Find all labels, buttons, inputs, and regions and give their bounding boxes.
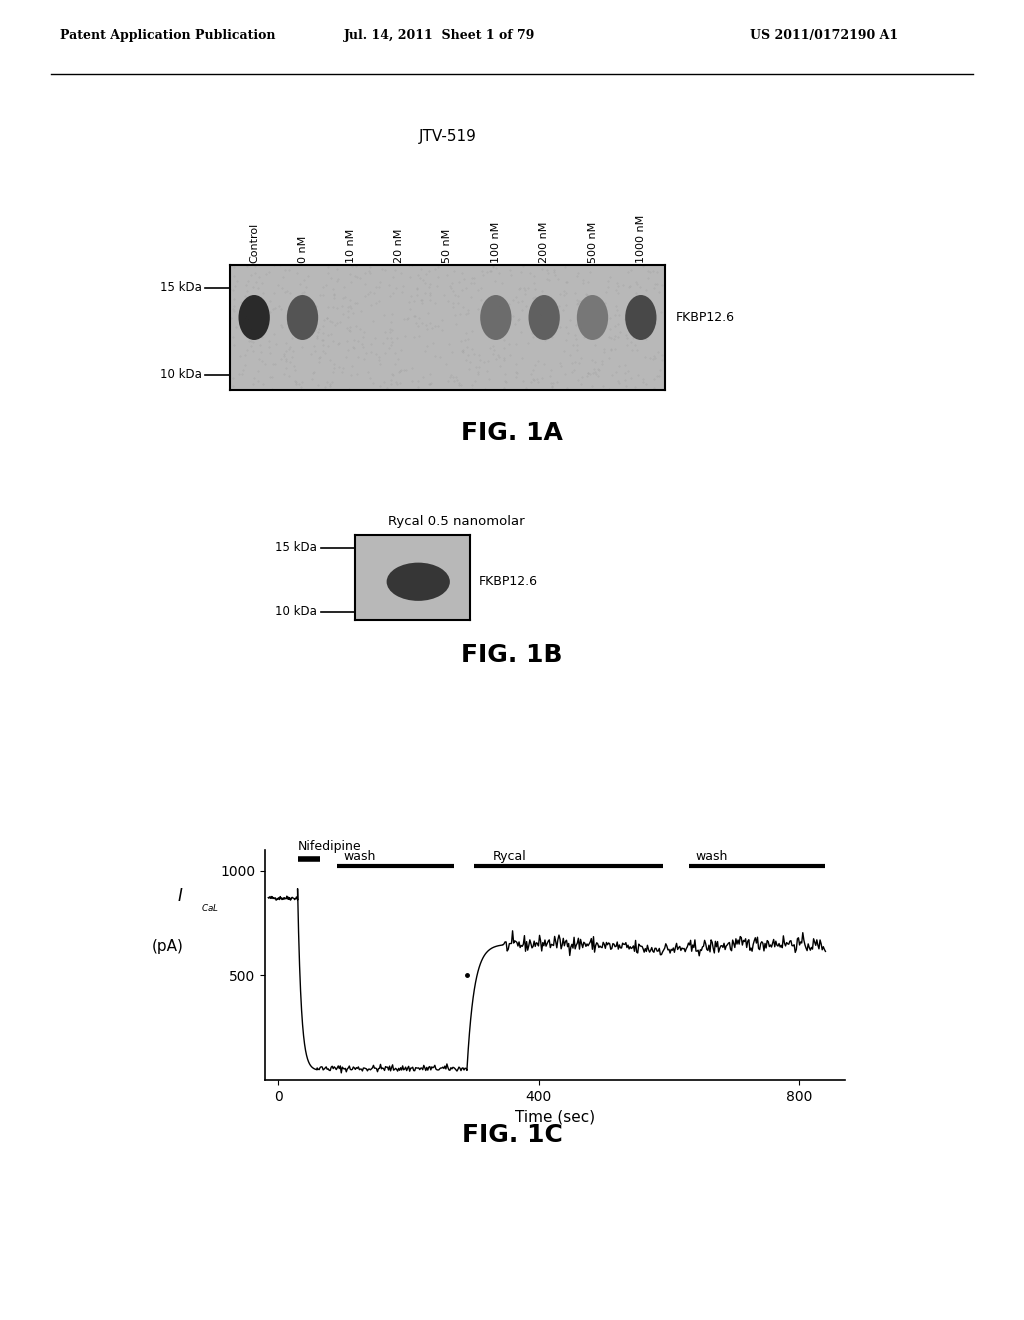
Text: 200 nM: 200 nM xyxy=(540,222,549,263)
Ellipse shape xyxy=(577,294,608,341)
Text: Patent Application Publication: Patent Application Publication xyxy=(60,29,275,42)
Text: 15 kDa: 15 kDa xyxy=(160,281,202,294)
Text: Rycal: Rycal xyxy=(494,850,526,863)
Text: $_{CaL}$: $_{CaL}$ xyxy=(201,902,219,913)
Text: 20 nM: 20 nM xyxy=(394,228,404,263)
Ellipse shape xyxy=(480,294,512,341)
Text: FIG. 1A: FIG. 1A xyxy=(461,421,563,445)
Text: Jul. 14, 2011  Sheet 1 of 79: Jul. 14, 2011 Sheet 1 of 79 xyxy=(344,29,536,42)
Text: Nifedipine: Nifedipine xyxy=(298,840,361,853)
Text: (pA): (pA) xyxy=(152,939,183,954)
Text: FIG. 1C: FIG. 1C xyxy=(462,1123,562,1147)
Text: 500 nM: 500 nM xyxy=(588,222,597,263)
Ellipse shape xyxy=(528,294,560,341)
Text: FKBP12.6: FKBP12.6 xyxy=(676,312,734,323)
X-axis label: Time (sec): Time (sec) xyxy=(515,1109,595,1125)
Ellipse shape xyxy=(626,294,656,341)
Text: FIG. 1B: FIG. 1B xyxy=(461,644,563,668)
Text: 10 nM: 10 nM xyxy=(346,228,355,263)
Text: 100 nM: 100 nM xyxy=(490,222,501,263)
Text: $I$: $I$ xyxy=(177,887,183,906)
Text: wash: wash xyxy=(343,850,376,863)
Text: 0 nM: 0 nM xyxy=(298,235,307,263)
Ellipse shape xyxy=(239,294,270,341)
Text: 1000 nM: 1000 nM xyxy=(636,214,646,263)
Text: 15 kDa: 15 kDa xyxy=(275,541,317,554)
Text: JTV-519: JTV-519 xyxy=(419,128,476,144)
Text: 10 kDa: 10 kDa xyxy=(160,368,202,381)
Text: Rycal 0.5 nanomolar: Rycal 0.5 nanomolar xyxy=(388,515,525,528)
Text: 10 kDa: 10 kDa xyxy=(275,605,317,618)
Ellipse shape xyxy=(387,562,450,601)
Text: Control: Control xyxy=(249,222,259,263)
Text: wash: wash xyxy=(695,850,727,863)
Text: 50 nM: 50 nM xyxy=(442,228,453,263)
Text: FKBP12.6: FKBP12.6 xyxy=(479,576,538,589)
Text: US 2011/0172190 A1: US 2011/0172190 A1 xyxy=(750,29,898,42)
Ellipse shape xyxy=(287,294,318,341)
